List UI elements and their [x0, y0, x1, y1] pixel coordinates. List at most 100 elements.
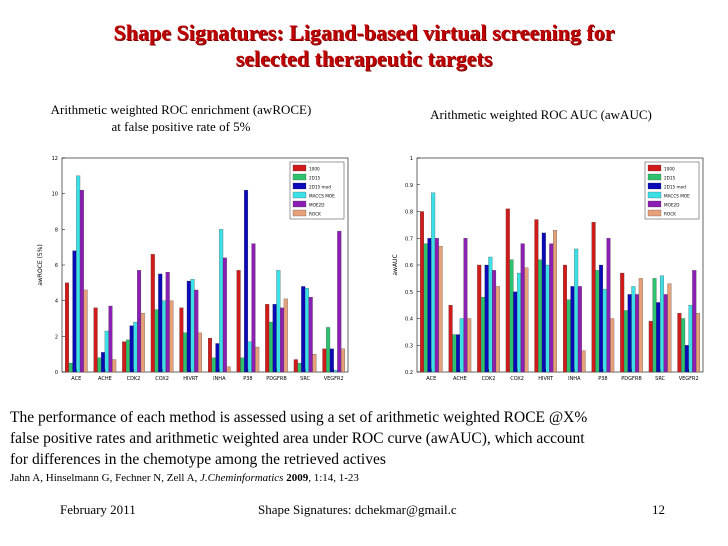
- slide-title-line-2: selected therapeutic targets: [235, 46, 493, 71]
- bar-cox2-0: [150, 254, 155, 373]
- bar-cdk2-3: [133, 321, 138, 373]
- bar-hivrt-1: [538, 259, 543, 373]
- bar-vegfr2-2: [329, 348, 334, 373]
- legend-box: [289, 161, 345, 220]
- x-tick-label: SRC: [300, 376, 310, 382]
- legend-swatch: [647, 191, 662, 199]
- legend-label: 2D15: [309, 176, 321, 181]
- bar-vegfr2-4: [337, 230, 342, 373]
- roce-bar-chart: 0 2 4 6 8 10 12 awROCE (5%) ACE ACHE CDK2 COX2 HIVRT…: [37, 156, 349, 382]
- bar-inha-4: [577, 286, 582, 373]
- bar-src-2: [301, 286, 306, 373]
- bar-ache-3: [104, 330, 109, 373]
- legend-label: MACCS MOE: [664, 194, 690, 199]
- bar-p38-1: [595, 270, 600, 373]
- bar-ache-5: [112, 359, 117, 373]
- bar-pdgfrb-4: [635, 294, 640, 373]
- bar-src-1: [297, 362, 302, 373]
- bar-ache-1: [97, 357, 102, 373]
- legend-swatch: [292, 200, 307, 208]
- bar-cox2-5: [524, 267, 529, 373]
- bar-cdk2-5: [140, 313, 145, 373]
- bar-vegfr2-0: [677, 313, 682, 373]
- bar-cox2-4: [165, 272, 170, 373]
- bar-pdgfrb-0: [620, 272, 625, 373]
- bar-cox2-1: [154, 309, 159, 373]
- bar-src-0: [648, 321, 653, 373]
- bar-pdgfrb-2: [627, 294, 632, 373]
- bar-ace-5: [438, 246, 443, 373]
- legend-label: MOE2D: [309, 203, 324, 208]
- bar-vegfr2-2: [684, 345, 689, 373]
- bar-cdk2-5: [495, 286, 500, 373]
- bar-src-2: [656, 302, 661, 373]
- x-tick-label: PDGFRB: [266, 376, 287, 382]
- bar-pdgfrb-1: [268, 321, 273, 373]
- bar-inha-3: [574, 248, 579, 373]
- bar-hivrt-0: [534, 219, 539, 373]
- bar-p38-0: [236, 270, 241, 373]
- x-tick-label: VEGFR2: [679, 376, 699, 382]
- slide-title: Shape Signatures: Ligand-based virtual s…: [0, 20, 728, 72]
- bar-cox2-3: [516, 272, 521, 373]
- y-tick-label: 0.8: [405, 210, 413, 216]
- bar-p38-4: [251, 243, 256, 373]
- bar-src-0: [293, 359, 298, 373]
- citation-authors: Jahn A, Hinselmann G, Fechner N, Zell A,: [10, 472, 201, 484]
- y-tick-label: 8: [55, 227, 58, 233]
- bar-pdgfrb-3: [631, 286, 636, 373]
- x-tick-label: CDK2: [127, 376, 141, 382]
- bar-cox2-2: [513, 291, 518, 373]
- bar-pdgfrb-2: [272, 304, 277, 373]
- description-paragraph: The performance of each method is assess…: [10, 407, 722, 470]
- bar-inha-1: [566, 299, 571, 373]
- bar-cdk2-4: [492, 270, 497, 373]
- bar-hivrt-5: [198, 332, 202, 373]
- x-tick-label: HIVRT: [183, 376, 199, 382]
- bar-cox2-3: [161, 300, 166, 373]
- bar-src-4: [308, 296, 313, 373]
- bar-src-4: [663, 294, 668, 373]
- bar-pdgfrb-0: [265, 304, 270, 373]
- bar-pdgfrb-1: [623, 310, 628, 373]
- footer-date: February 2011: [60, 502, 136, 517]
- bar-p38-5: [255, 346, 260, 373]
- y-tick-label: 0.3: [405, 343, 413, 349]
- bar-p38-2: [599, 264, 604, 373]
- bar-ace-3: [76, 175, 81, 373]
- bar-hivrt-2: [186, 280, 191, 373]
- bar-ace-5: [83, 289, 88, 373]
- bar-p38-1: [240, 357, 245, 373]
- bar-ace-0: [420, 211, 424, 373]
- bar-ace-4: [434, 238, 439, 373]
- bar-cdk2-0: [477, 264, 482, 373]
- y-axis-label: awROCE (5%): [37, 244, 44, 286]
- right-chart-caption: Arithmetic weighted ROC AUC (awAUC): [430, 107, 652, 122]
- bar-cox2-0: [505, 208, 510, 373]
- bar-src-5: [667, 283, 672, 373]
- bar-cdk2-2: [129, 325, 134, 373]
- bar-ace-2: [427, 238, 432, 373]
- x-tick-label: COX2: [510, 376, 524, 382]
- bar-ace-1: [68, 362, 73, 373]
- bar-ace-0: [65, 282, 69, 373]
- bar-hivrt-5: [553, 230, 557, 373]
- legend-swatch: [292, 173, 307, 181]
- legend-swatch: [292, 191, 307, 199]
- bar-src-1: [652, 278, 657, 373]
- bar-hivrt-4: [549, 243, 554, 373]
- legend-label: MACCS MOE: [309, 194, 335, 199]
- bar-p38-3: [602, 288, 607, 373]
- bar-hivrt-4: [194, 289, 199, 373]
- x-tick-label: ACHE: [98, 376, 112, 382]
- x-tick-label: INHA: [568, 376, 581, 382]
- bar-p38-2: [244, 189, 249, 373]
- x-tick-label: HIVRT: [538, 376, 554, 382]
- bar-ace-4: [79, 189, 84, 373]
- bar-inha-2: [570, 286, 575, 373]
- bar-ace-2: [72, 250, 77, 373]
- bar-inha-1: [211, 357, 216, 373]
- left-chart-caption: Arithmetic weighted ROC enrichment (awRO…: [8, 101, 354, 135]
- y-tick-label: 0: [55, 370, 58, 376]
- bar-inha-3: [219, 229, 224, 373]
